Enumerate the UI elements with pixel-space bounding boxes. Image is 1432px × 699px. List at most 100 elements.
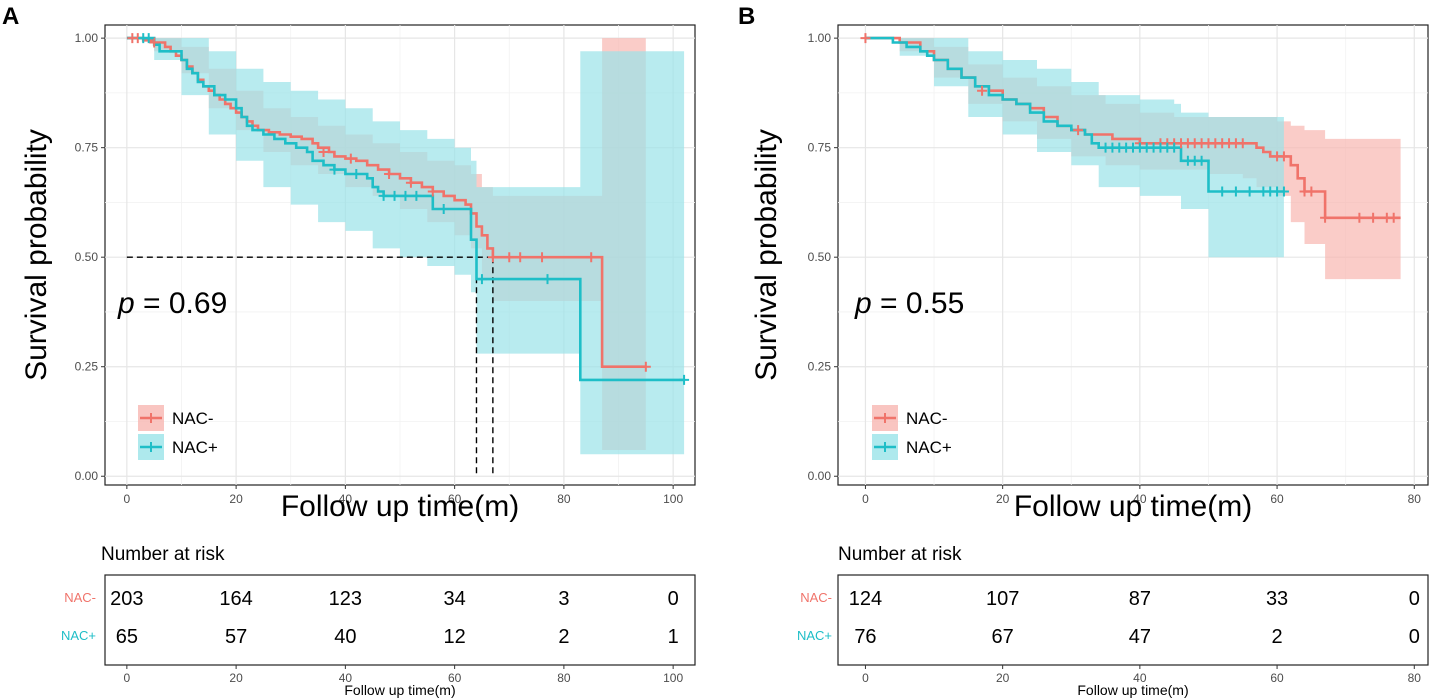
censor-mark: [1169, 142, 1180, 153]
legend-key: NAC+: [872, 434, 952, 460]
risk-row-label: NAC-: [800, 590, 832, 605]
censor-mark: [487, 252, 498, 263]
ci-band-nacplus: [865, 38, 1284, 258]
risk-cell: 57: [225, 626, 247, 648]
y-axis-title: Survival probability: [750, 129, 783, 381]
risk-table-x-title: Follow up time(m): [344, 682, 455, 698]
legend-label: NAC+: [172, 438, 218, 457]
censor-mark: [1237, 138, 1248, 149]
risk-cell: 203: [110, 588, 143, 610]
censor-mark: [1244, 186, 1255, 197]
censor-marks: [127, 33, 690, 385]
risk-x-tick-label: 100: [663, 671, 683, 685]
median-lines: [126, 256, 494, 477]
y-tick-label: 0.75: [75, 141, 99, 155]
risk-table-panel: [837, 574, 1429, 666]
risk-cell: 76: [854, 626, 876, 648]
risk-x-tick-label: 0: [862, 671, 869, 685]
y-tick-label: 1.00: [808, 31, 832, 45]
x-tick-label: 0: [862, 492, 869, 506]
legend-key: NAC-: [872, 405, 948, 431]
risk-x-tick-label: 60: [448, 671, 462, 685]
censor-mark: [1388, 212, 1399, 223]
censor-mark: [542, 274, 553, 285]
survival-curve-nac-plus: [865, 36, 1284, 193]
panel-label: B: [738, 3, 755, 30]
y-tick-label: 0.50: [808, 250, 832, 264]
risk-table-title: Number at risk: [838, 544, 962, 565]
p-value-symbol: p: [117, 287, 135, 320]
risk-cell: 47: [1129, 626, 1151, 648]
risk-table-cells: 124 107 87 33 0 76 67 47 2 0: [849, 588, 1420, 648]
y-tick-label: 0.00: [808, 469, 832, 483]
x-axis-ticks: 0 20 40 60 80 100: [124, 485, 683, 506]
x-tick-label: 80: [557, 492, 571, 506]
censor-mark: [1368, 212, 1379, 223]
y-tick-label: 0.25: [75, 360, 99, 374]
x-tick-label: 20: [996, 492, 1010, 506]
censor-mark: [640, 361, 651, 372]
risk-row-label: NAC-: [64, 590, 96, 605]
censor-mark: [1073, 125, 1084, 136]
risk-cell: 34: [444, 588, 466, 610]
censor-mark: [515, 252, 526, 263]
censor-mark: [537, 252, 548, 263]
risk-cell: 0: [1409, 626, 1420, 648]
censor-mark: [1354, 212, 1365, 223]
risk-cell: 87: [1129, 588, 1151, 610]
x-axis-title: Follow up time(m): [1014, 490, 1252, 523]
panel-b: B 0.000.250.500.751.00 0 20 40 60 80 p = 0.5…: [738, 3, 1429, 698]
censor-mark: [679, 374, 690, 385]
censor-mark: [411, 190, 422, 201]
p-value-symbol: p: [854, 287, 872, 320]
ci-band-nacplus: [126, 38, 685, 455]
censor-mark: [860, 33, 871, 44]
p-value-text: = 0.69: [135, 287, 228, 320]
y-tick-label: 1.00: [75, 31, 99, 45]
legend-key: NAC-: [138, 405, 214, 431]
risk-table-x-ticks: 0 20 40 60 80 100: [124, 665, 683, 685]
censor-mark: [400, 190, 411, 201]
risk-cell: 123: [329, 588, 362, 610]
x-tick-label: 60: [1270, 492, 1284, 506]
y-axis-ticks: 0.00 0.25 0.50 0.75 1.00: [75, 31, 105, 483]
censor-mark: [476, 274, 487, 285]
confidence-bands: [126, 38, 685, 455]
censor-mark: [149, 37, 160, 48]
censor-mark: [143, 33, 154, 44]
x-axis-ticks: 0 20 40 60 80: [862, 485, 1421, 506]
censor-mark: [977, 85, 988, 96]
risk-cell: 124: [849, 588, 882, 610]
survival-curves: [865, 36, 1401, 220]
risk-table-x-title: Follow up time(m): [1077, 682, 1188, 698]
panel-a: A 0.000.250.500.751.00 0 20 40 60 80 100 p = …: [2, 3, 696, 698]
risk-x-tick-label: 60: [1270, 671, 1284, 685]
x-tick-label: 40: [339, 492, 353, 506]
risk-cell: 1: [668, 626, 679, 648]
x-tick-label: 100: [663, 492, 683, 506]
censor-mark: [438, 204, 449, 214]
censor-mark: [1217, 186, 1228, 197]
risk-cell: 107: [986, 588, 1019, 610]
risk-x-tick-label: 20: [229, 671, 243, 685]
risk-x-tick-label: 40: [339, 671, 353, 685]
p-value-text: = 0.55: [872, 287, 965, 320]
legend-key: NAC+: [138, 434, 218, 460]
risk-cell: 3: [558, 588, 569, 610]
risk-cell: 40: [334, 626, 356, 648]
risk-cell: 2: [558, 626, 569, 648]
risk-cell: 2: [1272, 626, 1283, 648]
risk-row-label: NAC+: [61, 628, 96, 643]
censor-mark: [329, 164, 340, 175]
y-tick-label: 0.75: [808, 141, 832, 155]
confidence-bands: [865, 38, 1401, 280]
x-tick-label: 80: [1408, 492, 1422, 506]
legend-label: NAC+: [906, 438, 952, 457]
risk-table-row-labels: NAC- NAC+: [797, 590, 832, 643]
y-tick-label: 0.00: [75, 469, 99, 483]
censor-marks: [860, 33, 1399, 223]
x-tick-label: 40: [1133, 492, 1147, 506]
risk-cell: 164: [219, 588, 252, 610]
censor-mark: [1306, 186, 1317, 197]
